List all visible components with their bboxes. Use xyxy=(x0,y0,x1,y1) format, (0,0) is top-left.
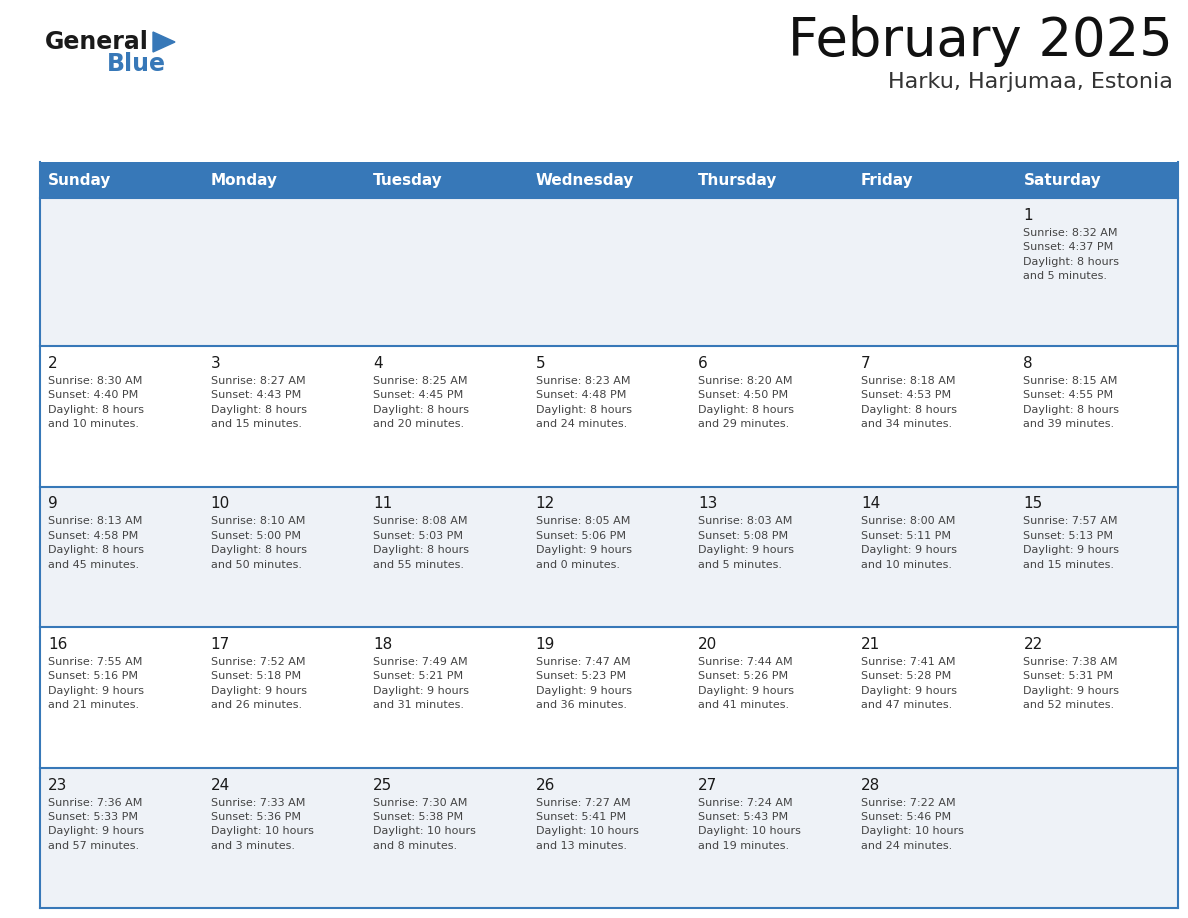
Bar xyxy=(40,767,1178,908)
Text: 4: 4 xyxy=(373,356,383,371)
Text: Blue: Blue xyxy=(107,52,166,76)
Text: 8: 8 xyxy=(1023,356,1034,371)
Text: Sunrise: 8:20 AM
Sunset: 4:50 PM
Daylight: 8 hours
and 29 minutes.: Sunrise: 8:20 AM Sunset: 4:50 PM Dayligh… xyxy=(699,376,795,430)
Text: Saturday: Saturday xyxy=(1023,173,1101,187)
Text: Sunday: Sunday xyxy=(48,173,112,187)
Bar xyxy=(40,198,1178,346)
Text: February 2025: February 2025 xyxy=(789,15,1173,67)
Text: Friday: Friday xyxy=(861,173,914,187)
Text: 22: 22 xyxy=(1023,637,1043,652)
Text: Sunrise: 8:10 AM
Sunset: 5:00 PM
Daylight: 8 hours
and 50 minutes.: Sunrise: 8:10 AM Sunset: 5:00 PM Dayligh… xyxy=(210,517,307,570)
Bar xyxy=(40,627,1178,767)
Text: 12: 12 xyxy=(536,497,555,511)
Text: 13: 13 xyxy=(699,497,718,511)
Text: Sunrise: 8:08 AM
Sunset: 5:03 PM
Daylight: 8 hours
and 55 minutes.: Sunrise: 8:08 AM Sunset: 5:03 PM Dayligh… xyxy=(373,517,469,570)
Text: Sunrise: 8:30 AM
Sunset: 4:40 PM
Daylight: 8 hours
and 10 minutes.: Sunrise: 8:30 AM Sunset: 4:40 PM Dayligh… xyxy=(48,376,144,430)
Text: 19: 19 xyxy=(536,637,555,652)
Text: Thursday: Thursday xyxy=(699,173,778,187)
Text: Sunrise: 7:33 AM
Sunset: 5:36 PM
Daylight: 10 hours
and 3 minutes.: Sunrise: 7:33 AM Sunset: 5:36 PM Dayligh… xyxy=(210,798,314,851)
Bar xyxy=(40,487,1178,627)
Polygon shape xyxy=(153,32,175,52)
Text: 2: 2 xyxy=(48,356,58,371)
Text: Sunrise: 8:00 AM
Sunset: 5:11 PM
Daylight: 9 hours
and 10 minutes.: Sunrise: 8:00 AM Sunset: 5:11 PM Dayligh… xyxy=(861,517,956,570)
Text: Sunrise: 8:13 AM
Sunset: 4:58 PM
Daylight: 8 hours
and 45 minutes.: Sunrise: 8:13 AM Sunset: 4:58 PM Dayligh… xyxy=(48,517,144,570)
Text: 21: 21 xyxy=(861,637,880,652)
Bar xyxy=(40,346,1178,487)
Text: Sunrise: 7:49 AM
Sunset: 5:21 PM
Daylight: 9 hours
and 31 minutes.: Sunrise: 7:49 AM Sunset: 5:21 PM Dayligh… xyxy=(373,657,469,711)
Text: Sunrise: 8:15 AM
Sunset: 4:55 PM
Daylight: 8 hours
and 39 minutes.: Sunrise: 8:15 AM Sunset: 4:55 PM Dayligh… xyxy=(1023,376,1119,430)
Text: 27: 27 xyxy=(699,778,718,792)
Text: Sunrise: 7:41 AM
Sunset: 5:28 PM
Daylight: 9 hours
and 47 minutes.: Sunrise: 7:41 AM Sunset: 5:28 PM Dayligh… xyxy=(861,657,956,711)
Text: 28: 28 xyxy=(861,778,880,792)
Text: Tuesday: Tuesday xyxy=(373,173,443,187)
Text: 26: 26 xyxy=(536,778,555,792)
Text: 24: 24 xyxy=(210,778,229,792)
Text: Monday: Monday xyxy=(210,173,278,187)
Text: 14: 14 xyxy=(861,497,880,511)
Bar xyxy=(40,162,1178,198)
Text: 17: 17 xyxy=(210,637,229,652)
Text: Sunrise: 7:52 AM
Sunset: 5:18 PM
Daylight: 9 hours
and 26 minutes.: Sunrise: 7:52 AM Sunset: 5:18 PM Dayligh… xyxy=(210,657,307,711)
Text: 7: 7 xyxy=(861,356,871,371)
Text: 1: 1 xyxy=(1023,208,1034,223)
Text: 18: 18 xyxy=(373,637,392,652)
Text: Sunrise: 7:22 AM
Sunset: 5:46 PM
Daylight: 10 hours
and 24 minutes.: Sunrise: 7:22 AM Sunset: 5:46 PM Dayligh… xyxy=(861,798,963,851)
Text: Sunrise: 7:30 AM
Sunset: 5:38 PM
Daylight: 10 hours
and 8 minutes.: Sunrise: 7:30 AM Sunset: 5:38 PM Dayligh… xyxy=(373,798,476,851)
Text: 25: 25 xyxy=(373,778,392,792)
Text: 23: 23 xyxy=(48,778,68,792)
Text: Sunrise: 7:27 AM
Sunset: 5:41 PM
Daylight: 10 hours
and 13 minutes.: Sunrise: 7:27 AM Sunset: 5:41 PM Dayligh… xyxy=(536,798,639,851)
Text: 9: 9 xyxy=(48,497,58,511)
Text: Sunrise: 8:32 AM
Sunset: 4:37 PM
Daylight: 8 hours
and 5 minutes.: Sunrise: 8:32 AM Sunset: 4:37 PM Dayligh… xyxy=(1023,228,1119,281)
Text: 15: 15 xyxy=(1023,497,1043,511)
Text: Sunrise: 8:27 AM
Sunset: 4:43 PM
Daylight: 8 hours
and 15 minutes.: Sunrise: 8:27 AM Sunset: 4:43 PM Dayligh… xyxy=(210,376,307,430)
Text: Sunrise: 7:38 AM
Sunset: 5:31 PM
Daylight: 9 hours
and 52 minutes.: Sunrise: 7:38 AM Sunset: 5:31 PM Dayligh… xyxy=(1023,657,1119,711)
Text: Wednesday: Wednesday xyxy=(536,173,634,187)
Text: Sunrise: 7:24 AM
Sunset: 5:43 PM
Daylight: 10 hours
and 19 minutes.: Sunrise: 7:24 AM Sunset: 5:43 PM Dayligh… xyxy=(699,798,801,851)
Text: Sunrise: 8:23 AM
Sunset: 4:48 PM
Daylight: 8 hours
and 24 minutes.: Sunrise: 8:23 AM Sunset: 4:48 PM Dayligh… xyxy=(536,376,632,430)
Text: 20: 20 xyxy=(699,637,718,652)
Text: Sunrise: 7:47 AM
Sunset: 5:23 PM
Daylight: 9 hours
and 36 minutes.: Sunrise: 7:47 AM Sunset: 5:23 PM Dayligh… xyxy=(536,657,632,711)
Text: 3: 3 xyxy=(210,356,220,371)
Text: 16: 16 xyxy=(48,637,68,652)
Text: Sunrise: 8:18 AM
Sunset: 4:53 PM
Daylight: 8 hours
and 34 minutes.: Sunrise: 8:18 AM Sunset: 4:53 PM Dayligh… xyxy=(861,376,956,430)
Text: Sunrise: 7:57 AM
Sunset: 5:13 PM
Daylight: 9 hours
and 15 minutes.: Sunrise: 7:57 AM Sunset: 5:13 PM Dayligh… xyxy=(1023,517,1119,570)
Text: 6: 6 xyxy=(699,356,708,371)
Text: Sunrise: 8:25 AM
Sunset: 4:45 PM
Daylight: 8 hours
and 20 minutes.: Sunrise: 8:25 AM Sunset: 4:45 PM Dayligh… xyxy=(373,376,469,430)
Text: Sunrise: 7:55 AM
Sunset: 5:16 PM
Daylight: 9 hours
and 21 minutes.: Sunrise: 7:55 AM Sunset: 5:16 PM Dayligh… xyxy=(48,657,144,711)
Text: Sunrise: 7:44 AM
Sunset: 5:26 PM
Daylight: 9 hours
and 41 minutes.: Sunrise: 7:44 AM Sunset: 5:26 PM Dayligh… xyxy=(699,657,795,711)
Text: 5: 5 xyxy=(536,356,545,371)
Text: 11: 11 xyxy=(373,497,392,511)
Text: Harku, Harjumaa, Estonia: Harku, Harjumaa, Estonia xyxy=(889,72,1173,92)
Text: Sunrise: 8:03 AM
Sunset: 5:08 PM
Daylight: 9 hours
and 5 minutes.: Sunrise: 8:03 AM Sunset: 5:08 PM Dayligh… xyxy=(699,517,795,570)
Text: General: General xyxy=(45,30,148,54)
Text: 10: 10 xyxy=(210,497,229,511)
Text: Sunrise: 7:36 AM
Sunset: 5:33 PM
Daylight: 9 hours
and 57 minutes.: Sunrise: 7:36 AM Sunset: 5:33 PM Dayligh… xyxy=(48,798,144,851)
Text: Sunrise: 8:05 AM
Sunset: 5:06 PM
Daylight: 9 hours
and 0 minutes.: Sunrise: 8:05 AM Sunset: 5:06 PM Dayligh… xyxy=(536,517,632,570)
